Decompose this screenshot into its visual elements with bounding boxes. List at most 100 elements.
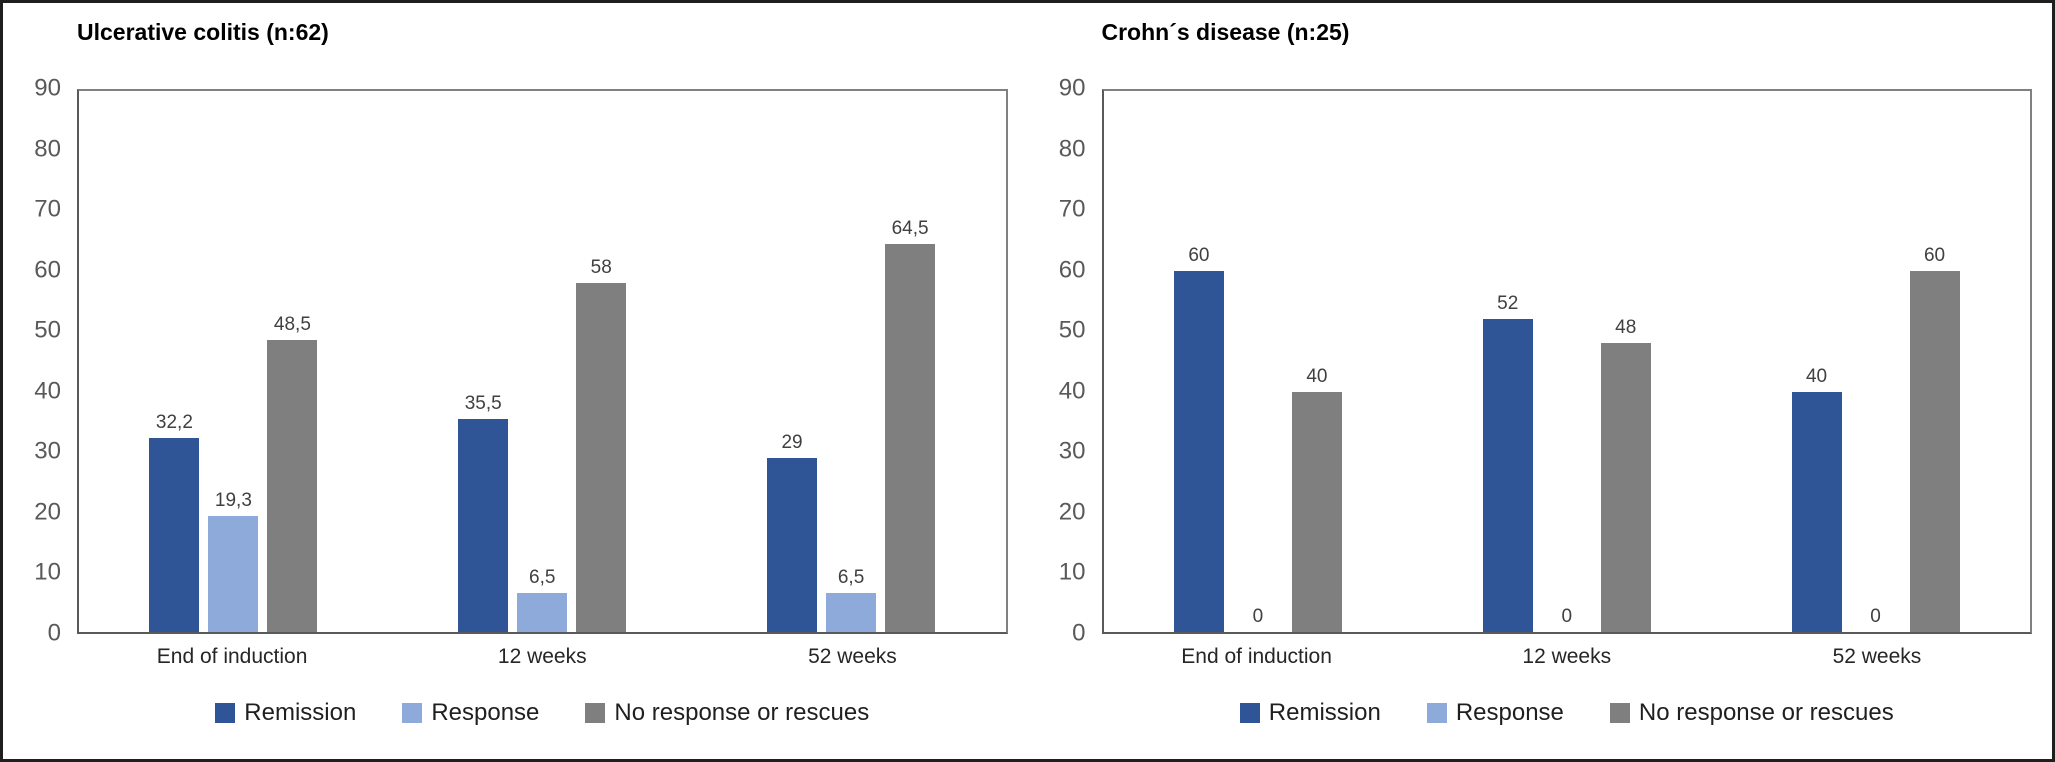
y-tick-label: 50 bbox=[1058, 316, 1086, 344]
chart-panel-crohns-disease: Crohn´s disease (n:25) 0 10 20 30 40 50 60 70 80… bbox=[1028, 3, 2053, 759]
bar-value-label: 48,5 bbox=[273, 314, 311, 336]
bar-value-label: 6,5 bbox=[529, 566, 556, 588]
x-category-label: 12 weeks bbox=[497, 645, 587, 668]
chart-body: 0 10 20 30 40 50 60 70 80 90 32,2 19,3 48,5 35,5 6,5 5… bbox=[15, 74, 1008, 646]
legend-item-no-response-or-rescues: No response or rescues bbox=[1609, 699, 1894, 727]
legend-label: Response bbox=[431, 699, 540, 726]
legend: Remission Response No response or rescues bbox=[1102, 698, 2033, 728]
bar-cell: 32,2 bbox=[149, 91, 200, 632]
y-tick-label: 0 bbox=[47, 619, 61, 647]
x-category-label: End of induction bbox=[156, 645, 308, 668]
bar-no-response-or-rescues bbox=[576, 283, 627, 632]
bar-remission bbox=[458, 418, 509, 632]
y-tick-label: 60 bbox=[34, 256, 61, 284]
y-axis: 0 10 20 30 40 50 60 70 80 90 bbox=[15, 74, 77, 646]
bar-cell: 0 bbox=[1233, 91, 1283, 632]
bar-cell: 0 bbox=[1542, 91, 1592, 632]
y-tick-label: 40 bbox=[34, 377, 61, 405]
bar-value-label: 35,5 bbox=[464, 392, 502, 414]
category-group-52-weeks: 29 6,5 64,5 bbox=[697, 91, 1006, 632]
y-tick-label: 60 bbox=[1058, 256, 1086, 284]
legend-item-response: Response bbox=[402, 699, 539, 727]
bar-response bbox=[208, 516, 259, 632]
y-tick-label: 10 bbox=[1058, 558, 1086, 586]
y-tick-label: 90 bbox=[1058, 74, 1086, 102]
bar-value-label: 40 bbox=[1805, 365, 1828, 387]
bar-no-response-or-rescues bbox=[1600, 343, 1651, 632]
y-tick-label: 50 bbox=[34, 316, 61, 344]
bar-remission bbox=[767, 457, 818, 632]
bar-value-label: 52 bbox=[1497, 293, 1519, 315]
chart-title: Crohn´s disease (n:25) bbox=[1101, 19, 1350, 45]
bar-no-response-or-rescues bbox=[885, 244, 936, 632]
y-tick-label: 20 bbox=[34, 498, 61, 526]
y-tick-label: 90 bbox=[34, 74, 61, 102]
bar-response bbox=[517, 592, 568, 632]
bar-value-label: 6,5 bbox=[837, 566, 865, 588]
legend-item-remission: Remission bbox=[215, 699, 356, 727]
legend-item-response: Response bbox=[1426, 699, 1564, 727]
y-tick-label: 30 bbox=[1058, 437, 1086, 465]
bar-value-label: 60 bbox=[1188, 245, 1210, 267]
bar-cell: 6,5 bbox=[517, 91, 568, 632]
chart-panel-ulcerative-colitis: Ulcerative colitis (n:62) 0 10 20 30 40 50 60 7… bbox=[3, 3, 1028, 759]
legend-swatch-icon bbox=[402, 703, 423, 723]
bar-value-label: 40 bbox=[1306, 365, 1328, 387]
bar-value-label: 60 bbox=[1923, 245, 1946, 267]
bar-cell: 52 bbox=[1482, 91, 1533, 632]
y-axis: 0 10 20 30 40 50 60 70 80 90 bbox=[1040, 74, 1102, 646]
category-group-12-weeks: 35,5 6,5 58 bbox=[388, 91, 697, 632]
bar-value-label: 58 bbox=[590, 257, 612, 279]
legend-label: No response or rescues bbox=[1638, 699, 1894, 726]
legend-swatch-icon bbox=[1609, 703, 1630, 723]
y-tick-label: 70 bbox=[34, 195, 61, 223]
x-category-label: 52 weeks bbox=[808, 645, 897, 668]
y-tick-label: 70 bbox=[1058, 195, 1086, 223]
legend-swatch-icon bbox=[1239, 703, 1260, 723]
category-group-12-weeks: 52 0 48 bbox=[1412, 91, 1721, 632]
bar-cell: 0 bbox=[1851, 91, 1901, 632]
bar-cell: 6,5 bbox=[826, 91, 877, 632]
bar-cell: 35,5 bbox=[458, 91, 509, 632]
legend-label: Response bbox=[1455, 699, 1564, 726]
legend-swatch-icon bbox=[585, 703, 606, 723]
bar-value-label: 0 bbox=[1252, 606, 1264, 627]
category-group-end-of-induction: 60 0 40 bbox=[1104, 91, 1413, 632]
bar-cell: 48 bbox=[1600, 91, 1651, 632]
legend-label: Remission bbox=[1268, 699, 1381, 726]
plot-area: 32,2 19,3 48,5 35,5 6,5 58 29 6,5 64,5 bbox=[77, 89, 1008, 634]
x-category-label: 12 weeks bbox=[1522, 645, 1612, 668]
bar-value-label: 0 bbox=[1561, 606, 1573, 627]
bar-cell: 19,3 bbox=[208, 91, 259, 632]
legend-label: Remission bbox=[244, 699, 357, 726]
bar-value-label: 48 bbox=[1615, 317, 1637, 339]
bar-remission bbox=[1482, 319, 1533, 632]
legend-item-no-response-or-rescues: No response or rescues bbox=[585, 699, 869, 727]
legend: Remission Response No response or rescues bbox=[77, 698, 1008, 728]
bar-cell: 40 bbox=[1291, 91, 1342, 632]
legend-swatch-icon bbox=[1426, 703, 1447, 723]
x-category-label: End of induction bbox=[1181, 645, 1332, 668]
y-tick-label: 80 bbox=[1058, 134, 1086, 162]
legend-swatch-icon bbox=[215, 703, 236, 723]
y-tick-label: 20 bbox=[1058, 498, 1086, 526]
y-tick-label: 30 bbox=[34, 437, 61, 465]
legend-item-remission: Remission bbox=[1239, 699, 1381, 727]
category-group-52-weeks: 40 0 60 bbox=[1721, 91, 2030, 632]
bar-cell: 29 bbox=[767, 91, 818, 632]
bar-remission bbox=[149, 438, 200, 632]
bar-cell: 60 bbox=[1173, 91, 1224, 632]
x-axis: End of induction 12 weeks 52 weeks bbox=[77, 642, 1008, 672]
y-tick-label: 0 bbox=[1072, 619, 1086, 647]
bar-value-label: 64,5 bbox=[891, 218, 929, 240]
bar-cell: 64,5 bbox=[885, 91, 936, 632]
bar-value-label: 0 bbox=[1870, 606, 1881, 627]
y-tick-label: 40 bbox=[1058, 377, 1086, 405]
bar-value-label: 29 bbox=[781, 431, 803, 453]
x-category-label: 52 weeks bbox=[1832, 645, 1922, 668]
bar-cell: 60 bbox=[1909, 91, 1960, 632]
bar-cell: 58 bbox=[576, 91, 627, 632]
y-tick-label: 80 bbox=[34, 134, 61, 162]
x-axis: End of induction 12 weeks 52 weeks bbox=[1102, 642, 2033, 672]
bar-response bbox=[826, 592, 877, 632]
